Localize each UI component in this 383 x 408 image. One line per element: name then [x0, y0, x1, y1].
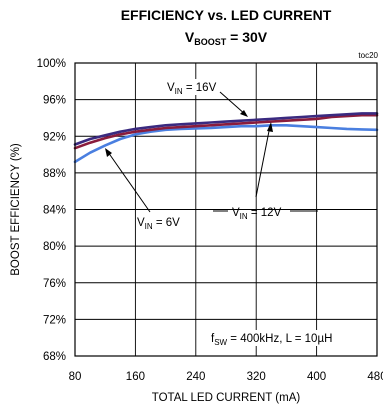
y-tick-label: 72%	[43, 314, 66, 326]
x-tick-label: 480	[367, 371, 383, 383]
y-tick-label: 76%	[43, 278, 66, 290]
y-tick-label: 88%	[43, 168, 66, 180]
series-line-0	[73, 124, 379, 164]
annotation-6v-arrow	[107, 151, 151, 213]
y-tick-label: 92%	[43, 131, 66, 143]
series-line-2	[73, 112, 379, 146]
subtitle-sub: BOOST	[194, 37, 227, 47]
x-tick-labels: 80 160 240 320 400 480	[69, 371, 383, 383]
y-tick-labels: 68% 72% 76% 80% 84% 88% 92% 96% 100%	[37, 58, 66, 363]
annotation-6v-arrowhead	[105, 148, 112, 157]
x-axis-label: TOTAL LED CURRENT (mA)	[152, 392, 301, 404]
annotation-16v-arrowhead	[240, 110, 248, 117]
grid-lines	[74, 62, 378, 357]
x-tick-label: 80	[69, 371, 82, 383]
annotation-16v-bg	[164, 79, 224, 95]
y-tick-label: 96%	[43, 95, 66, 107]
annotation-fsw: fSW = 400kHz, L = 10µH	[211, 333, 332, 347]
subtitle-main: V	[185, 29, 195, 45]
chart-title: EFFICIENCY vs. LED CURRENT	[121, 7, 332, 23]
figure-tag: toc20	[358, 51, 378, 60]
annotation-12v-arrow	[255, 125, 271, 198]
x-tick-label: 240	[186, 371, 205, 383]
annotation-fsw-bg	[208, 330, 346, 346]
subtitle-rest: = 30V	[226, 29, 268, 45]
annotation-12v-arrowhead	[267, 122, 273, 132]
annotation-vin-16v: VIN = 16V	[167, 82, 217, 96]
series-line-1	[73, 113, 379, 150]
y-tick-label: 100%	[37, 58, 66, 70]
x-tick-label: 400	[307, 371, 326, 383]
series-lines	[73, 112, 379, 164]
y-tick-label: 84%	[43, 205, 66, 217]
plot-frame	[74, 62, 378, 357]
annotation-16v-arrow	[219, 91, 247, 116]
x-tick-label: 160	[126, 371, 145, 383]
y-tick-label: 80%	[43, 241, 66, 253]
annotation-vin-12v: VIN = 12V	[232, 207, 282, 221]
y-tick-label: 68%	[43, 351, 66, 363]
annotation-vin-6v: VIN = 6V	[137, 217, 180, 231]
x-tick-label: 320	[247, 371, 266, 383]
y-axis-label: BOOST EFFICIENCY (%)	[10, 143, 22, 276]
chart-subtitle: VBOOST = 30V	[185, 29, 268, 47]
